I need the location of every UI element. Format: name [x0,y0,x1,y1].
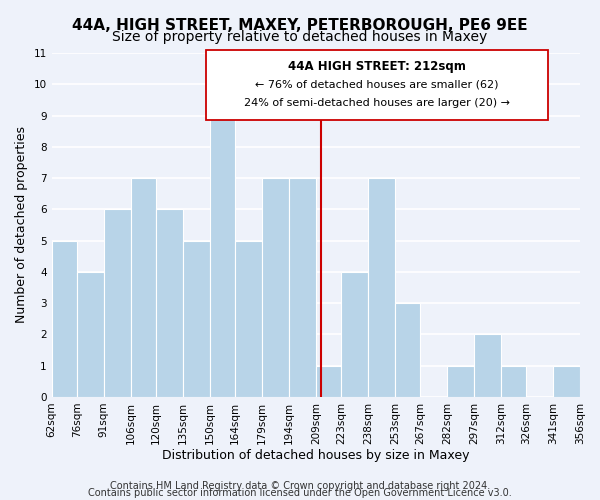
Bar [52,240,77,397]
Bar [368,178,395,397]
Text: Contains HM Land Registry data © Crown copyright and database right 2024.: Contains HM Land Registry data © Crown c… [110,481,490,491]
Text: 44A, HIGH STREET, MAXEY, PETERBOROUGH, PE6 9EE: 44A, HIGH STREET, MAXEY, PETERBOROUGH, P… [72,18,528,32]
Bar [77,272,104,397]
Bar [395,303,420,397]
Text: 44A HIGH STREET: 212sqm: 44A HIGH STREET: 212sqm [288,60,466,72]
Text: 24% of semi-detached houses are larger (20) →: 24% of semi-detached houses are larger (… [244,98,510,108]
Bar [341,272,368,397]
Text: Size of property relative to detached houses in Maxey: Size of property relative to detached ho… [112,30,488,44]
Bar [474,334,501,397]
Y-axis label: Number of detached properties: Number of detached properties [15,126,28,324]
Bar [131,178,156,397]
Bar [501,366,526,397]
Bar [183,240,210,397]
Bar [447,366,474,397]
Bar [553,366,580,397]
Bar [235,240,262,397]
Text: Contains public sector information licensed under the Open Government Licence v3: Contains public sector information licen… [88,488,512,498]
Bar [289,178,316,397]
Bar [104,210,131,397]
Bar [262,178,289,397]
Bar [210,116,235,397]
X-axis label: Distribution of detached houses by size in Maxey: Distribution of detached houses by size … [162,450,470,462]
Bar [156,210,183,397]
Text: ← 76% of detached houses are smaller (62): ← 76% of detached houses are smaller (62… [255,80,499,90]
Bar [316,366,341,397]
FancyBboxPatch shape [206,50,548,120]
